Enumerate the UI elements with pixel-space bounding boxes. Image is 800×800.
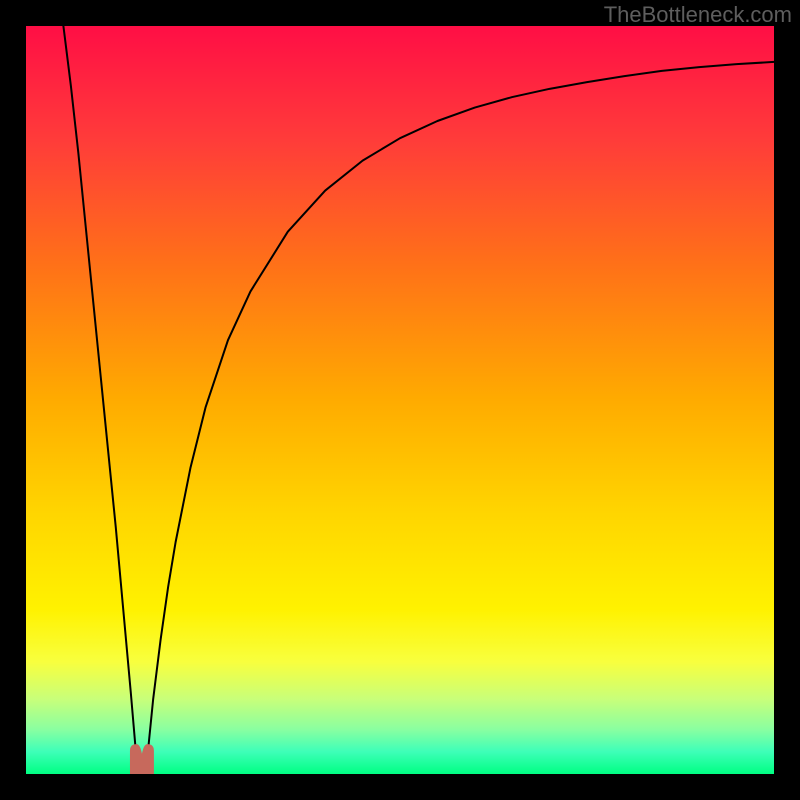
watermark-text: TheBottleneck.com — [604, 2, 792, 28]
bottleneck-chart — [0, 0, 800, 800]
root-container: TheBottleneck.com — [0, 0, 800, 800]
